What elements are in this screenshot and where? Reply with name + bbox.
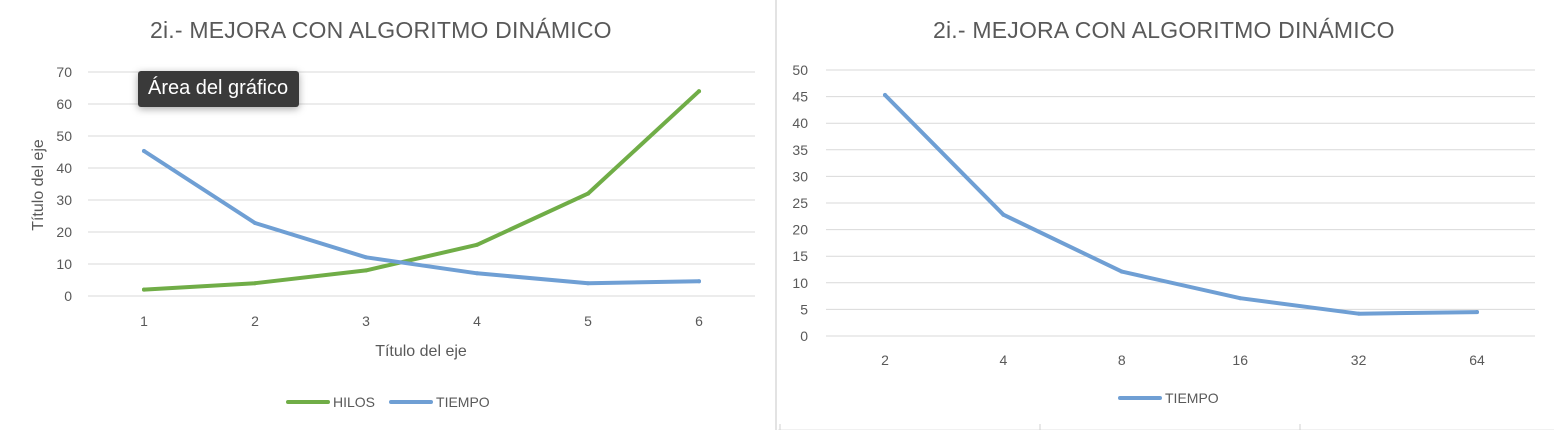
right-y-tick-label: 20 <box>792 222 808 238</box>
left-point-tiempo <box>253 221 257 226</box>
left-chart-plot[interactable]: 0 10 20 30 40 50 60 70 1 2 3 4 5 6 Título del eje Títul… <box>0 0 774 430</box>
right-chart-legend: TIEMPO <box>1118 390 1219 406</box>
right-x-tick-label: 8 <box>1118 352 1126 368</box>
left-point-tiempo <box>475 271 479 276</box>
left-y-tick-label: 10 <box>56 256 72 272</box>
legend-item-tiempo: TIEMPO <box>1118 390 1219 406</box>
left-point-tiempo <box>586 281 590 286</box>
right-x-tick-label: 16 <box>1232 352 1248 368</box>
legend-item-tiempo: TIEMPO <box>389 394 490 410</box>
right-x-tick-label: 2 <box>881 352 889 368</box>
right-point-tiempo <box>1475 310 1479 315</box>
legend-label-tiempo: TIEMPO <box>1165 390 1219 406</box>
left-y-tick-label: 40 <box>56 160 72 176</box>
panel-divider <box>775 0 777 430</box>
right-x-tick-label: 4 <box>1000 352 1008 368</box>
left-chart-panel[interactable]: 2i.- MEJORA CON ALGORITMO DINÁMICO 0 10 20… <box>0 0 774 430</box>
left-x-tick-label: 6 <box>695 313 703 329</box>
left-y-tick-label: 50 <box>56 128 72 144</box>
legend-swatch-tiempo <box>389 400 434 404</box>
left-point-hilos <box>364 268 368 273</box>
left-point-hilos <box>697 89 701 94</box>
left-y-tick-label: 20 <box>56 224 72 240</box>
left-y-tick-label: 0 <box>64 288 72 304</box>
right-y-tick-label: 10 <box>792 275 808 291</box>
right-y-tick-label: 15 <box>792 248 808 264</box>
left-y-tick-label: 70 <box>56 64 72 80</box>
legend-swatch-tiempo <box>1118 396 1162 400</box>
chart-area-tooltip: Área del gráfico <box>138 71 300 107</box>
right-point-tiempo <box>1238 296 1243 301</box>
left-point-tiempo <box>364 255 368 260</box>
legend-label-tiempo: TIEMPO <box>436 394 490 410</box>
legend-label-hilos: HILOS <box>333 394 376 410</box>
left-x-tick-label: 5 <box>584 313 592 329</box>
right-y-tick-label: 40 <box>792 115 808 131</box>
left-point-tiempo <box>142 149 146 154</box>
left-series-line-hilos <box>142 89 701 292</box>
right-point-tiempo <box>883 93 887 98</box>
left-chart-legend: HILOS TIEMPO <box>286 394 490 410</box>
left-point-hilos <box>142 287 146 292</box>
left-series-line-tiempo <box>142 149 701 286</box>
right-y-tick-label: 50 <box>792 62 808 78</box>
right-y-tick-label: 0 <box>800 328 808 344</box>
right-point-tiempo <box>1001 212 1006 217</box>
panel-bottom-edge <box>778 424 1554 430</box>
left-x-tick-label: 1 <box>140 313 148 329</box>
right-y-tick-label: 30 <box>792 168 808 184</box>
left-x-tick-label: 3 <box>362 313 370 329</box>
right-point-tiempo <box>1119 269 1124 274</box>
left-chart-title: 2i.- MEJORA CON ALGORITMO DINÁMICO <box>150 17 612 43</box>
left-point-hilos <box>475 242 479 247</box>
right-y-tick-label: 35 <box>792 142 808 158</box>
left-x-tick-label: 2 <box>251 313 259 329</box>
left-point-tiempo <box>697 279 701 284</box>
right-y-tick-label: 25 <box>792 195 808 211</box>
right-x-tick-label: 64 <box>1469 352 1485 368</box>
left-y-tick-label: 60 <box>56 96 72 112</box>
right-point-tiempo <box>1356 311 1361 316</box>
right-y-tick-label: 45 <box>792 89 808 105</box>
legend-item-hilos: HILOS <box>286 394 375 410</box>
right-chart-plot[interactable]: 0 5 10 15 20 25 30 35 40 45 50 2 4 8 16 32 64 <box>778 0 1554 430</box>
left-point-hilos <box>253 281 257 286</box>
right-series-line-tiempo <box>883 93 1479 316</box>
left-y-axis-title: Título del eje <box>30 139 47 231</box>
left-x-axis-title: Título del eje <box>375 343 467 360</box>
left-x-tick-label: 4 <box>473 313 481 329</box>
right-chart-panel[interactable]: 2i.- MEJORA CON ALGORITMO DINÁMICO 0 5 10 1… <box>778 0 1554 430</box>
right-x-tick-label: 32 <box>1351 352 1367 368</box>
legend-swatch-hilos <box>286 400 330 404</box>
left-point-hilos <box>586 191 590 196</box>
right-chart-title: 2i.- MEJORA CON ALGORITMO DINÁMICO <box>933 17 1395 43</box>
right-y-tick-label: 5 <box>800 301 808 317</box>
left-y-tick-label: 30 <box>56 192 72 208</box>
